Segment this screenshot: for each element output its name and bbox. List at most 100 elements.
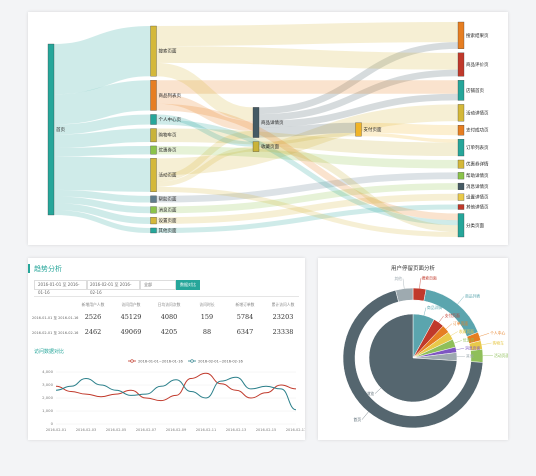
sankey-node — [457, 139, 465, 157]
donut-label: 商品详情 — [427, 305, 442, 310]
sankey-node — [457, 80, 465, 101]
line-series — [55, 376, 297, 411]
sankey-link — [156, 204, 459, 233]
sankey-link — [156, 128, 459, 156]
sankey-link — [53, 80, 151, 125]
donut-label: 活动页面 — [494, 353, 508, 358]
sankey-node — [150, 25, 157, 77]
sankey-link — [53, 203, 151, 224]
table-header: 访问用户数 — [121, 302, 141, 307]
sankey-node — [150, 206, 157, 214]
sankey-node-label: 店铺首页 — [466, 87, 484, 94]
sankey-link — [53, 128, 151, 148]
table-cell: 88 — [202, 328, 212, 336]
sankey-node — [457, 52, 465, 77]
table-cell: 5784 — [236, 313, 254, 321]
sankey-node-label: 活动页面 — [159, 172, 177, 179]
line-title: 访问数据对比 — [34, 349, 65, 355]
x-tick-label: 2016-02-15 — [256, 428, 276, 432]
sankey-link — [53, 196, 151, 214]
sankey-node-label: 商品详情页 — [261, 119, 284, 126]
sankey-node — [150, 114, 157, 125]
select[interactable]: 全部 — [140, 280, 176, 290]
donut-label: 个人中心 — [490, 331, 505, 336]
sankey-link — [156, 193, 459, 224]
x-tick-label: 2016-02-01 — [46, 428, 66, 432]
table-header: 新增订单数 — [235, 302, 255, 307]
sankey-node — [150, 217, 157, 225]
donut-label: 其他 — [466, 354, 474, 359]
sankey-node-label: 优惠券页 — [159, 147, 177, 154]
row-label: 2016-01-01 至 2016-01-16 — [32, 316, 79, 320]
sankey-node-label: 其他页面 — [159, 227, 177, 234]
sankey-link — [258, 42, 459, 115]
sankey-card: 首页 搜索页面 商品列表页 个人中心页 购物车页 优惠券页 活动页面 帮助页面 消息页面 设置页面… — [28, 12, 508, 245]
sankey-node-label: 搜索页面 — [159, 48, 177, 55]
donut-card: 用户停留页面分析 搜索页面 商品列表 个人中心 购物车 活动页面 首页 其他 商品详情 支付页面… — [318, 258, 509, 440]
links — [53, 22, 459, 237]
donut-label: 购物车 — [493, 340, 505, 345]
leader-line — [374, 387, 382, 394]
sankey-node — [457, 204, 465, 210]
sankey-node-label: 消息页面 — [159, 206, 177, 213]
donut-label: 订单页面 — [453, 321, 468, 326]
sankey-node-label: 其他详情页 — [466, 204, 489, 211]
sankey-link — [53, 145, 151, 157]
sankey: 首页 搜索页面商品列表页个人中心页购物车页优惠券页活动页面帮助页面消息页面设置页面… — [47, 21, 489, 238]
sankey-link — [361, 132, 459, 143]
sankey-node — [457, 213, 465, 238]
donut-label: 其他 — [394, 276, 402, 281]
table-cell: 23338 — [272, 328, 294, 336]
sankey-link — [258, 132, 356, 145]
leader-line — [419, 278, 421, 289]
line-chart: 0 1,000 2,000 3,000 4,000 2016-02-01 2016-02-0… — [42, 359, 305, 432]
sankey-node-label: 支付成功页 — [466, 127, 489, 134]
row-label: 2016-02-01 至 2016-02-16 — [32, 331, 79, 335]
donut-title: 用户停留页面分析 — [391, 264, 436, 272]
sankey-link — [156, 146, 254, 187]
legend-dot — [130, 359, 134, 363]
sankey-link — [156, 114, 254, 147]
sankey-link — [156, 62, 254, 121]
donut-label: 优惠券 — [463, 338, 475, 343]
sankey-node — [252, 107, 260, 138]
date-input[interactable]: 2016-02-01 至 2016-02-16 — [86, 280, 140, 295]
sankey-node — [150, 195, 157, 203]
sankey-node — [150, 227, 157, 234]
sankey-link — [156, 103, 459, 221]
legend-label: 2016-02-01~2016-02-16 — [198, 359, 243, 363]
x-tick-label: 2016-02-07 — [136, 428, 156, 432]
table-header: 访问时长 — [199, 302, 215, 307]
donut-label: 支付页面 — [445, 313, 460, 318]
leader-line — [481, 342, 492, 346]
sankey-link — [53, 156, 151, 192]
title-bar — [28, 264, 30, 273]
table-cell: 4205 — [160, 328, 178, 336]
date-input[interactable]: 2016-01-01 至 2016-01-16 — [34, 280, 88, 295]
sankey-node — [457, 172, 465, 180]
sankey-link — [258, 93, 459, 128]
sankey-node-label: 活动详情页 — [466, 109, 489, 116]
sankey-link — [156, 145, 459, 169]
sankey-link — [361, 122, 459, 136]
sankey-node — [47, 43, 55, 216]
sankey-node-label: 帮助详情页 — [466, 172, 489, 179]
sankey-link — [53, 189, 151, 203]
donut-label: 消息页面 — [465, 346, 480, 351]
sankey-node-label: 购物车页 — [159, 132, 177, 139]
sankey-node-label: 设置详情页 — [466, 194, 489, 201]
leader-line — [402, 278, 405, 289]
donut-slice — [342, 289, 484, 429]
donut-label: 收藏页面 — [459, 329, 474, 334]
sankey-node — [150, 80, 157, 111]
sankey-node-label: 优惠券详情 — [466, 161, 489, 168]
compare-button[interactable]: 数据对比 — [176, 280, 200, 290]
x-tick-label: 2016-02-11 — [196, 428, 216, 432]
sankey-node — [252, 141, 260, 152]
table-header: 累计访问人数 — [271, 302, 295, 307]
sankey-node-label: 订单列表页 — [466, 144, 489, 151]
y-tick-label: 4,000 — [42, 369, 53, 374]
sankey-node — [457, 104, 465, 122]
sankey-link — [258, 69, 459, 121]
